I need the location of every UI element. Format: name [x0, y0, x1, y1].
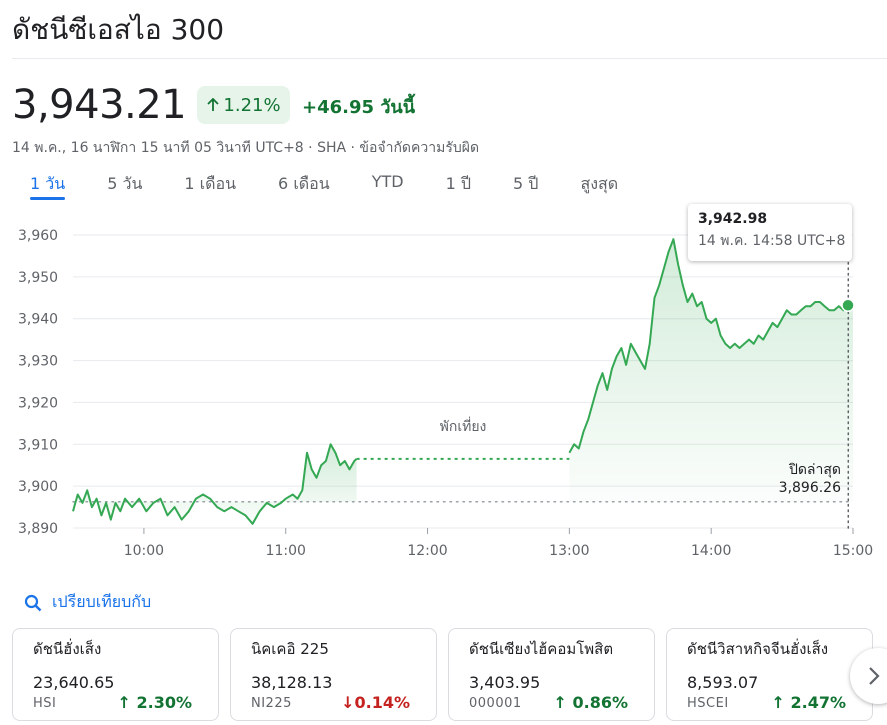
- card-name: ดัชนีวิสาหกิจจีนฮั่งเส็ง: [687, 640, 829, 658]
- y-tick-label: 3,940: [18, 312, 58, 328]
- tab-1-year[interactable]: 1 ปี: [445, 174, 472, 193]
- lunch-break-label: พักเที่ยง: [440, 417, 487, 435]
- index-card-ni225[interactable]: นิคเคอิ 225 38,128.13 NI225 ↓0.14%: [230, 628, 437, 721]
- x-tick-label: 14:00: [691, 543, 731, 559]
- card-change: ↓0.14%: [341, 693, 410, 712]
- arrow-up-icon: ↑: [117, 693, 137, 712]
- x-tick-label: 13:00: [549, 543, 589, 559]
- x-tick-label: 10:00: [124, 543, 164, 559]
- quote-meta: 14 พ.ค., 16 นาฬิกา 15 นาที 05 วินาที UTC…: [12, 140, 480, 156]
- card-change: ↑ 0.86%: [554, 693, 629, 712]
- chevron-right-icon: [869, 667, 880, 685]
- x-tick-label: 15:00: [833, 543, 873, 559]
- card-change: ↑ 2.30%: [118, 693, 193, 712]
- card-change-value: 0.14%: [354, 693, 410, 712]
- change-absolute: +46.95: [302, 97, 375, 118]
- y-tick-label: 3,930: [18, 354, 58, 370]
- card-change-value: 2.30%: [136, 693, 192, 712]
- tab-6-months[interactable]: 6 เดือน: [278, 174, 330, 193]
- index-card-hscei[interactable]: ดัชนีวิสาหกิจจีนฮั่งเส็ง 8,593.07 HSCEI …: [666, 628, 873, 721]
- card-code: 000001: [469, 696, 522, 711]
- change-period: วันนี้: [380, 97, 416, 118]
- card-price: 38,128.13: [251, 673, 333, 692]
- search-icon: [24, 594, 42, 611]
- index-card-000001[interactable]: ดัชนีเซียงไฮ้คอมโพสิต 3,403.95 000001 ↑ …: [448, 628, 655, 721]
- x-tick-label: 12:00: [407, 543, 447, 559]
- arrow-down-icon: ↓: [341, 693, 355, 712]
- tab-5-years[interactable]: 5 ปี: [513, 174, 539, 193]
- compare-label: เปรียบเทียบกับ: [52, 592, 152, 611]
- change-percent-badge: 1.21%: [197, 86, 290, 124]
- tab-ytd[interactable]: YTD: [371, 172, 404, 191]
- card-code: NI225: [251, 696, 292, 711]
- previous-close-value: 3,896.26: [779, 480, 841, 496]
- tooltip-time: 14 พ.ค. 14:58 UTC+8: [698, 233, 846, 249]
- change-percent: 1.21%: [223, 94, 281, 116]
- tooltip-value: 3,942.98: [698, 211, 768, 227]
- card-change: ↑ 2.47%: [772, 693, 847, 712]
- card-price: 3,403.95: [469, 673, 541, 692]
- card-code: HSI: [33, 696, 57, 711]
- y-tick-label: 3,950: [18, 270, 58, 286]
- tab-1-day[interactable]: 1 วัน: [30, 172, 66, 200]
- last-point-marker: [841, 298, 855, 313]
- previous-close-label: ปิดล่าสุด: [788, 462, 841, 478]
- card-change-value: 0.86%: [572, 693, 628, 712]
- card-name: ดัชนีฮั่งเส็ง: [33, 640, 102, 658]
- y-tick-label: 3,910: [18, 437, 58, 453]
- series-area-0: [73, 444, 357, 524]
- hover-tooltip: 3,942.98 14 พ.ค. 14:58 UTC+8: [688, 204, 852, 261]
- card-change-value: 2.47%: [790, 693, 846, 712]
- series-line-0: [72, 443, 358, 525]
- card-name: นิคเคอิ 225: [251, 640, 329, 658]
- tab-5-days[interactable]: 5 วัน: [107, 174, 143, 193]
- header-divider: [12, 58, 887, 59]
- card-code: HSCEI: [687, 696, 729, 711]
- tab-1-month[interactable]: 1 เดือน: [184, 174, 237, 193]
- series-area-1: [569, 239, 853, 502]
- series-line-1: [568, 238, 854, 454]
- y-tick-label: 3,920: [18, 395, 58, 411]
- y-tick-label: 3,890: [18, 521, 58, 537]
- current-price: 3,943.21: [12, 82, 187, 128]
- range-tabs: 1 วัน 5 วัน 1 เดือน 6 เดือน YTD 1 ปี 5 ป…: [30, 172, 619, 200]
- tab-max[interactable]: สูงสุด: [580, 174, 619, 193]
- index-card-hsi[interactable]: ดัชนีฮั่งเส็ง 23,640.65 HSI ↑ 2.30%: [12, 628, 219, 721]
- x-tick-label: 11:00: [266, 543, 306, 559]
- page-title: ดัชนีซีเอสไอ 300: [12, 13, 225, 46]
- card-name: ดัชนีเซียงไฮ้คอมโพสิต: [469, 640, 614, 658]
- card-price: 23,640.65: [33, 673, 115, 692]
- arrow-up-icon: ↑: [553, 693, 573, 712]
- price-chart[interactable]: 3,960 3,950 3,940 3,930 3,920 3,910 3,900 3,890…: [0, 195, 887, 570]
- card-price: 8,593.07: [687, 673, 759, 692]
- compare-button[interactable]: เปรียบเทียบกับ: [24, 590, 151, 615]
- y-tick-label: 3,900: [18, 479, 58, 495]
- change-amount: +46.95 วันนี้: [302, 92, 415, 121]
- arrow-up-icon: ↑: [771, 693, 791, 712]
- next-cards-button[interactable]: [850, 648, 887, 704]
- y-tick-label: 3,960: [18, 228, 58, 244]
- arrow-up-icon: [207, 98, 220, 111]
